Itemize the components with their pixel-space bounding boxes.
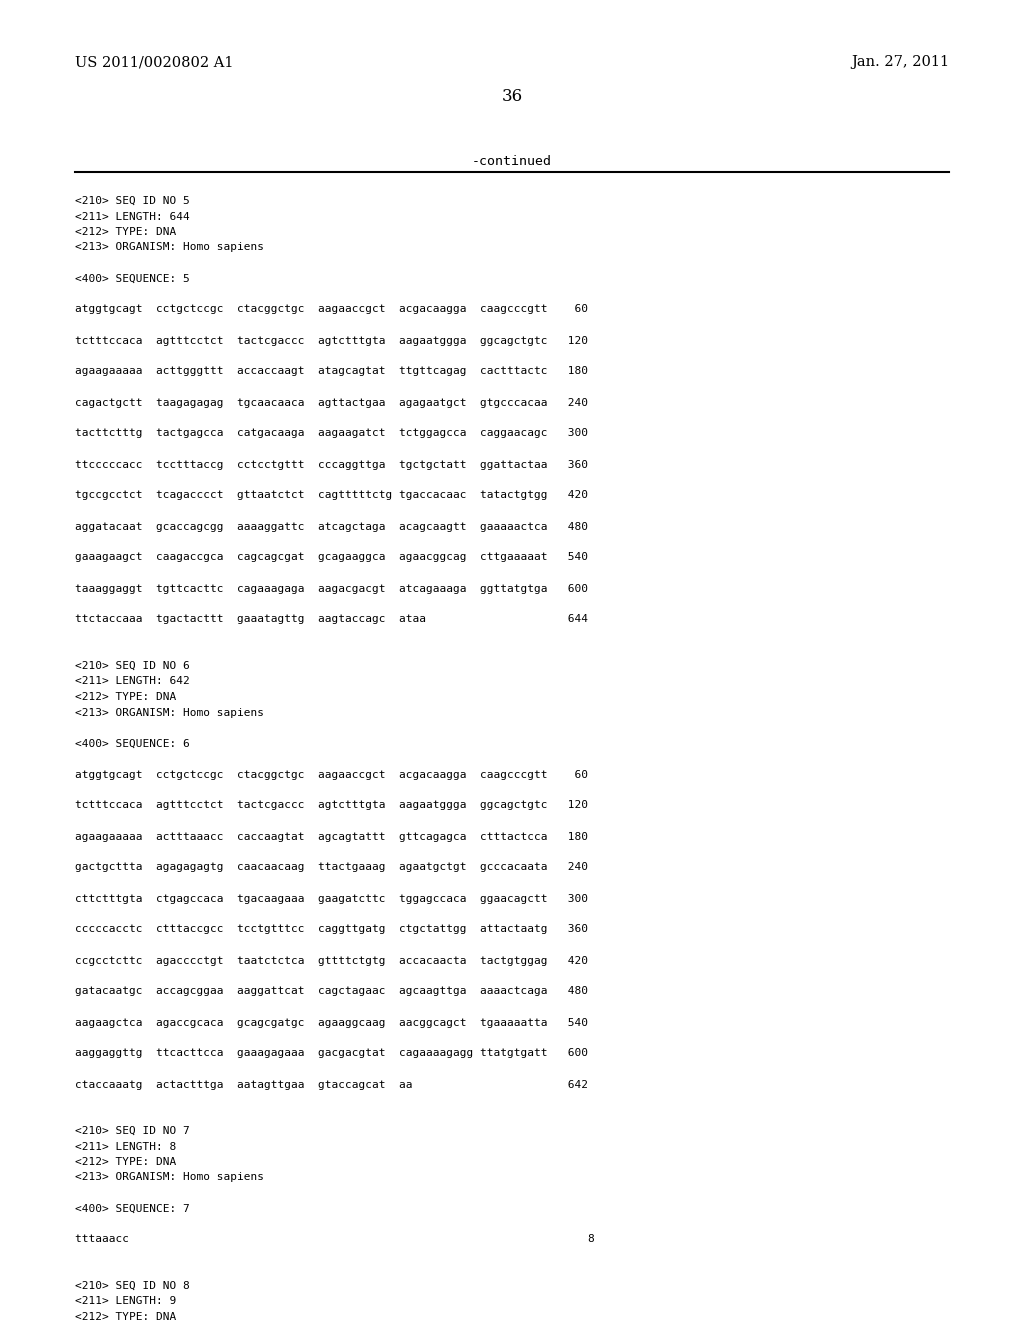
Text: ctaccaaatg  actactttga  aatagttgaa  gtaccagcat  aa                       642: ctaccaaatg actactttga aatagttgaa gtaccag… <box>75 1080 588 1089</box>
Text: <210> SEQ ID NO 8: <210> SEQ ID NO 8 <box>75 1280 189 1291</box>
Text: <212> TYPE: DNA: <212> TYPE: DNA <box>75 692 176 702</box>
Text: gatacaatgc  accagcggaa  aaggattcat  cagctagaac  agcaagttga  aaaactcaga   480: gatacaatgc accagcggaa aaggattcat cagctag… <box>75 986 588 997</box>
Text: <213> ORGANISM: Homo sapiens: <213> ORGANISM: Homo sapiens <box>75 1172 264 1183</box>
Text: atggtgcagt  cctgctccgc  ctacggctgc  aagaaccgct  acgacaagga  caagcccgtt    60: atggtgcagt cctgctccgc ctacggctgc aagaacc… <box>75 305 588 314</box>
Text: <211> LENGTH: 642: <211> LENGTH: 642 <box>75 676 189 686</box>
Text: <210> SEQ ID NO 6: <210> SEQ ID NO 6 <box>75 661 189 671</box>
Text: cagactgctt  taagagagag  tgcaacaaca  agttactgaa  agagaatgct  gtgcccacaa   240: cagactgctt taagagagag tgcaacaaca agttact… <box>75 397 588 408</box>
Text: <400> SEQUENCE: 5: <400> SEQUENCE: 5 <box>75 273 189 284</box>
Text: <213> ORGANISM: Homo sapiens: <213> ORGANISM: Homo sapiens <box>75 708 264 718</box>
Text: <211> LENGTH: 8: <211> LENGTH: 8 <box>75 1142 176 1151</box>
Text: <211> LENGTH: 644: <211> LENGTH: 644 <box>75 211 189 222</box>
Text: tctttccaca  agtttcctct  tactcgaccc  agtctttgta  aagaatggga  ggcagctgtc   120: tctttccaca agtttcctct tactcgaccc agtcttt… <box>75 800 588 810</box>
Text: aaggaggttg  ttcacttcca  gaaagagaaa  gacgacgtat  cagaaaagagg ttatgtgatt   600: aaggaggttg ttcacttcca gaaagagaaa gacgacg… <box>75 1048 588 1059</box>
Text: <212> TYPE: DNA: <212> TYPE: DNA <box>75 1312 176 1320</box>
Text: ttctaccaaa  tgactacttt  gaaatagttg  aagtaccagc  ataa                     644: ttctaccaaa tgactacttt gaaatagttg aagtacc… <box>75 615 588 624</box>
Text: <400> SEQUENCE: 7: <400> SEQUENCE: 7 <box>75 1204 189 1213</box>
Text: Jan. 27, 2011: Jan. 27, 2011 <box>851 55 949 69</box>
Text: tctttccaca  agtttcctct  tactcgaccc  agtctttgta  aagaatggga  ggcagctgtc   120: tctttccaca agtttcctct tactcgaccc agtcttt… <box>75 335 588 346</box>
Text: gaaagaagct  caagaccgca  cagcagcgat  gcagaaggca  agaacggcag  cttgaaaaat   540: gaaagaagct caagaccgca cagcagcgat gcagaag… <box>75 553 588 562</box>
Text: atggtgcagt  cctgctccgc  ctacggctgc  aagaaccgct  acgacaagga  caagcccgtt    60: atggtgcagt cctgctccgc ctacggctgc aagaacc… <box>75 770 588 780</box>
Text: -continued: -continued <box>472 154 552 168</box>
Text: cccccacctc  ctttaccgcc  tcctgtttcc  caggttgatg  ctgctattgg  attactaatg   360: cccccacctc ctttaccgcc tcctgtttcc caggttg… <box>75 924 588 935</box>
Text: gactgcttta  agagagagtg  caacaacaag  ttactgaaag  agaatgctgt  gcccacaata   240: gactgcttta agagagagtg caacaacaag ttactga… <box>75 862 588 873</box>
Text: 36: 36 <box>502 88 522 106</box>
Text: US 2011/0020802 A1: US 2011/0020802 A1 <box>75 55 233 69</box>
Text: aggatacaat  gcaccagcgg  aaaaggattc  atcagctaga  acagcaagtt  gaaaaactca   480: aggatacaat gcaccagcgg aaaaggattc atcagct… <box>75 521 588 532</box>
Text: tgccgcctct  tcagacccct  gttaatctct  cagtttttctg tgaccacaac  tatactgtgg   420: tgccgcctct tcagacccct gttaatctct cagtttt… <box>75 491 588 500</box>
Text: <212> TYPE: DNA: <212> TYPE: DNA <box>75 227 176 238</box>
Text: cttctttgta  ctgagccaca  tgacaagaaa  gaagatcttc  tggagccaca  ggaacagctt   300: cttctttgta ctgagccaca tgacaagaaa gaagatc… <box>75 894 588 903</box>
Text: <210> SEQ ID NO 5: <210> SEQ ID NO 5 <box>75 195 189 206</box>
Text: <210> SEQ ID NO 7: <210> SEQ ID NO 7 <box>75 1126 189 1137</box>
Text: tttaaacc                                                                    8: tttaaacc 8 <box>75 1234 595 1245</box>
Text: <400> SEQUENCE: 6: <400> SEQUENCE: 6 <box>75 738 189 748</box>
Text: <211> LENGTH: 9: <211> LENGTH: 9 <box>75 1296 176 1307</box>
Text: agaagaaaaa  acttgggttt  accaccaagt  atagcagtat  ttgttcagag  cactttactc   180: agaagaaaaa acttgggttt accaccaagt atagcag… <box>75 367 588 376</box>
Text: agaagaaaaa  actttaaacc  caccaagtat  agcagtattt  gttcagagca  ctttactcca   180: agaagaaaaa actttaaacc caccaagtat agcagta… <box>75 832 588 842</box>
Text: tacttctttg  tactgagcca  catgacaaga  aagaagatct  tctggagcca  caggaacagc   300: tacttctttg tactgagcca catgacaaga aagaaga… <box>75 429 588 438</box>
Text: aagaagctca  agaccgcaca  gcagcgatgc  agaaggcaag  aacggcagct  tgaaaaatta   540: aagaagctca agaccgcaca gcagcgatgc agaaggc… <box>75 1018 588 1027</box>
Text: taaaggaggt  tgttcacttc  cagaaagaga  aagacgacgt  atcagaaaga  ggttatgtga   600: taaaggaggt tgttcacttc cagaaagaga aagacga… <box>75 583 588 594</box>
Text: ccgcctcttc  agacccctgt  taatctctca  gttttctgtg  accacaacta  tactgtggag   420: ccgcctcttc agacccctgt taatctctca gttttct… <box>75 956 588 965</box>
Text: <213> ORGANISM: Homo sapiens: <213> ORGANISM: Homo sapiens <box>75 243 264 252</box>
Text: <212> TYPE: DNA: <212> TYPE: DNA <box>75 1158 176 1167</box>
Text: ttcccccacc  tcctttaccg  cctcctgttt  cccaggttga  tgctgctatt  ggattactaa   360: ttcccccacc tcctttaccg cctcctgttt cccaggt… <box>75 459 588 470</box>
